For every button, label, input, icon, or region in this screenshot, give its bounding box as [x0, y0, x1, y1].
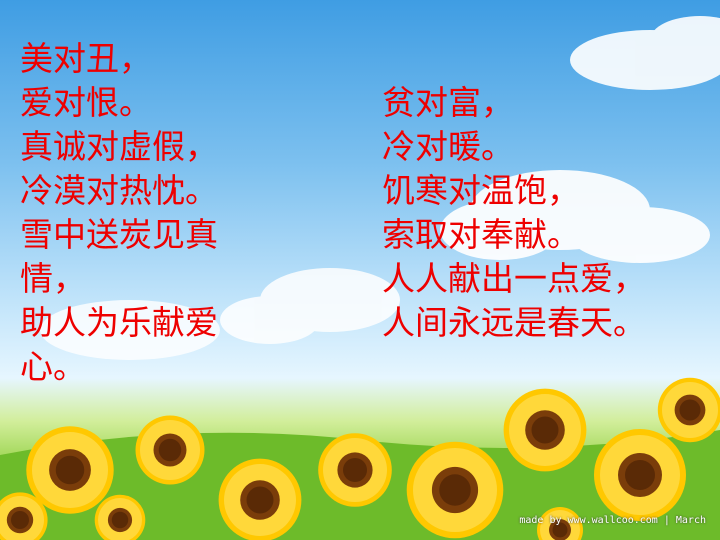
poem-line: 冷漠对热忱。 — [20, 171, 218, 210]
poem-line: 饥寒对温饱， — [382, 171, 580, 210]
poem-left-column: 美对丑， 爱对恨。 真诚对虚假， 冷漠对热忱。 雪中送炭见真 情， 助人为乐献爱… — [20, 37, 218, 389]
poem-line: 雪中送炭见真 — [20, 215, 218, 254]
poem-line: 冷对暖。 — [382, 127, 514, 166]
cloud-icon — [440, 170, 710, 263]
cloud-icon — [570, 16, 720, 90]
poem-line: 人间永远是春天。 — [382, 303, 646, 342]
poem-line: 情， — [20, 259, 86, 298]
poem-line: 贫对富， — [382, 83, 514, 122]
cloud-icon — [40, 300, 220, 360]
poem-line: 人人献出一点爱， — [382, 259, 646, 298]
poem-line: 真诚对虚假， — [20, 127, 218, 166]
poem-line: 索取对奉献。 — [382, 215, 580, 254]
poem-line: 心。 — [20, 347, 86, 386]
cloud-icon — [220, 268, 400, 344]
poem-line: 爱对恨。 — [20, 83, 152, 122]
poem-right-column: 贫对富， 冷对暖。 饥寒对温饱， 索取对奉献。 人人献出一点爱， 人间永远是春天… — [382, 81, 646, 345]
poem-line: 美对丑， — [20, 39, 152, 78]
poem-line: 助人为乐献爱 — [20, 303, 218, 342]
watermark: made by www.wallcoo.com | March — [519, 515, 706, 526]
